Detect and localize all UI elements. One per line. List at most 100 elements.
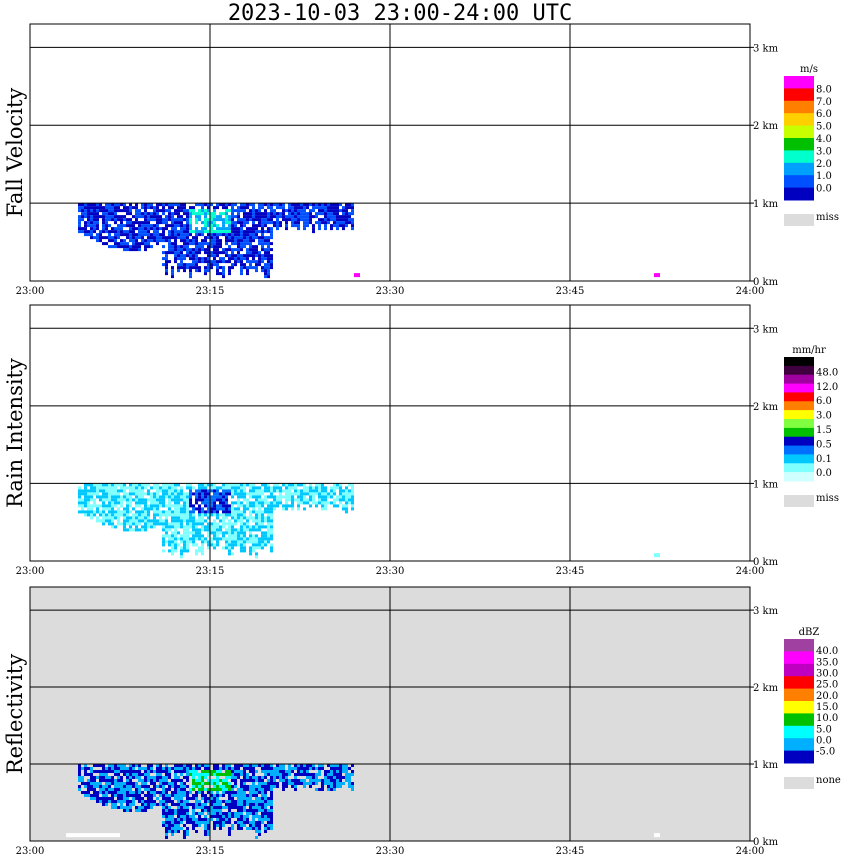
echo-cell [198, 260, 201, 264]
echo-cell [216, 824, 219, 827]
echo-cell [177, 215, 180, 219]
echo-cell [117, 767, 120, 770]
echo-cell [252, 818, 255, 821]
echo-cell [237, 519, 240, 523]
echo-cell [267, 522, 270, 526]
echo-cell [192, 254, 195, 258]
colorbar-swatch [784, 125, 814, 139]
echo-cell [342, 212, 345, 216]
echo-cell [96, 504, 99, 508]
echo-cell [180, 806, 183, 809]
echo-cell [168, 830, 171, 833]
echo-cell [273, 486, 276, 490]
echo-cell [225, 513, 228, 517]
echo-cell [252, 534, 255, 538]
echo-cell [177, 212, 180, 216]
x-tick-label: 24:00 [736, 286, 765, 297]
echo-cell [153, 224, 156, 228]
echo-cell [246, 272, 249, 276]
echo-cell [345, 224, 348, 228]
echo-cell [219, 779, 222, 782]
echo-cell [135, 483, 138, 487]
echo-cell [264, 794, 267, 797]
echo-cell [330, 212, 333, 216]
echo-cell [87, 504, 90, 508]
echo-cell [303, 770, 306, 773]
echo-cell [219, 803, 222, 806]
echo-cell [201, 510, 204, 514]
echo-cell [348, 221, 351, 225]
echo-cell [150, 215, 153, 219]
echo-cell [213, 788, 216, 791]
echo-cell [267, 218, 270, 222]
echo-cell [150, 218, 153, 222]
echo-cell [339, 492, 342, 496]
echo-cell [120, 245, 123, 249]
echo-cell [342, 776, 345, 779]
echo-cell [198, 233, 201, 237]
echo-cell [129, 236, 132, 240]
echo-cell [252, 510, 255, 514]
echo-cell [255, 815, 258, 818]
echo-cell [255, 800, 258, 803]
echo-cell [213, 824, 216, 827]
x-tick-label: 23:45 [556, 846, 585, 857]
echo-cell [102, 224, 105, 228]
echo-cell [168, 827, 171, 830]
echo-cell [96, 797, 99, 800]
echo-cell [249, 824, 252, 827]
echo-cell [255, 809, 258, 812]
echo-cell [249, 266, 252, 270]
echo-cell [78, 770, 81, 773]
echo-cell [348, 501, 351, 505]
echo-cell [222, 806, 225, 809]
echo-cell [186, 504, 189, 508]
echo-cell [216, 537, 219, 541]
echo-cell [201, 821, 204, 824]
echo-cell [342, 227, 345, 231]
echo-cell [102, 236, 105, 240]
echo-cell [96, 516, 99, 520]
echo-cell [336, 206, 339, 210]
colorbar-swatch [784, 100, 814, 114]
echo-cell [84, 504, 87, 508]
echo-cell [282, 767, 285, 770]
echo-cell [231, 212, 234, 216]
echo-cell [315, 504, 318, 508]
echo-cell [261, 239, 264, 243]
echo-cell [174, 812, 177, 815]
echo-cell [162, 519, 165, 523]
echo-cell [192, 209, 195, 213]
echo-cell [243, 549, 246, 553]
echo-cell [192, 260, 195, 264]
echo-cell [162, 221, 165, 225]
echo-cell [225, 507, 228, 511]
echo-cell [165, 803, 168, 806]
echo-cell [291, 206, 294, 210]
echo-cell [99, 498, 102, 502]
echo-cell [177, 516, 180, 520]
echo-cell [342, 770, 345, 773]
echo-cell [270, 230, 273, 234]
echo-cell [99, 239, 102, 243]
echo-cell [162, 218, 165, 222]
echo-cell [177, 263, 180, 267]
echo-cell [222, 788, 225, 791]
echo-cell [183, 269, 186, 273]
echo-cell [204, 767, 207, 770]
echo-cell [156, 489, 159, 493]
echo-cell [267, 519, 270, 523]
echo-cell [93, 492, 96, 496]
echo-cell [180, 519, 183, 523]
x-tick-label: 23:45 [556, 566, 585, 577]
echo-cell [327, 776, 330, 779]
echo-cell [186, 773, 189, 776]
echo-cell [345, 764, 348, 767]
y-tick-label: 3 km [753, 43, 779, 54]
echo-cell [108, 776, 111, 779]
echo-cell [267, 236, 270, 240]
echo-cell [258, 764, 261, 767]
echo-cell [168, 815, 171, 818]
echo-cell [192, 543, 195, 547]
echo-cell [93, 794, 96, 797]
